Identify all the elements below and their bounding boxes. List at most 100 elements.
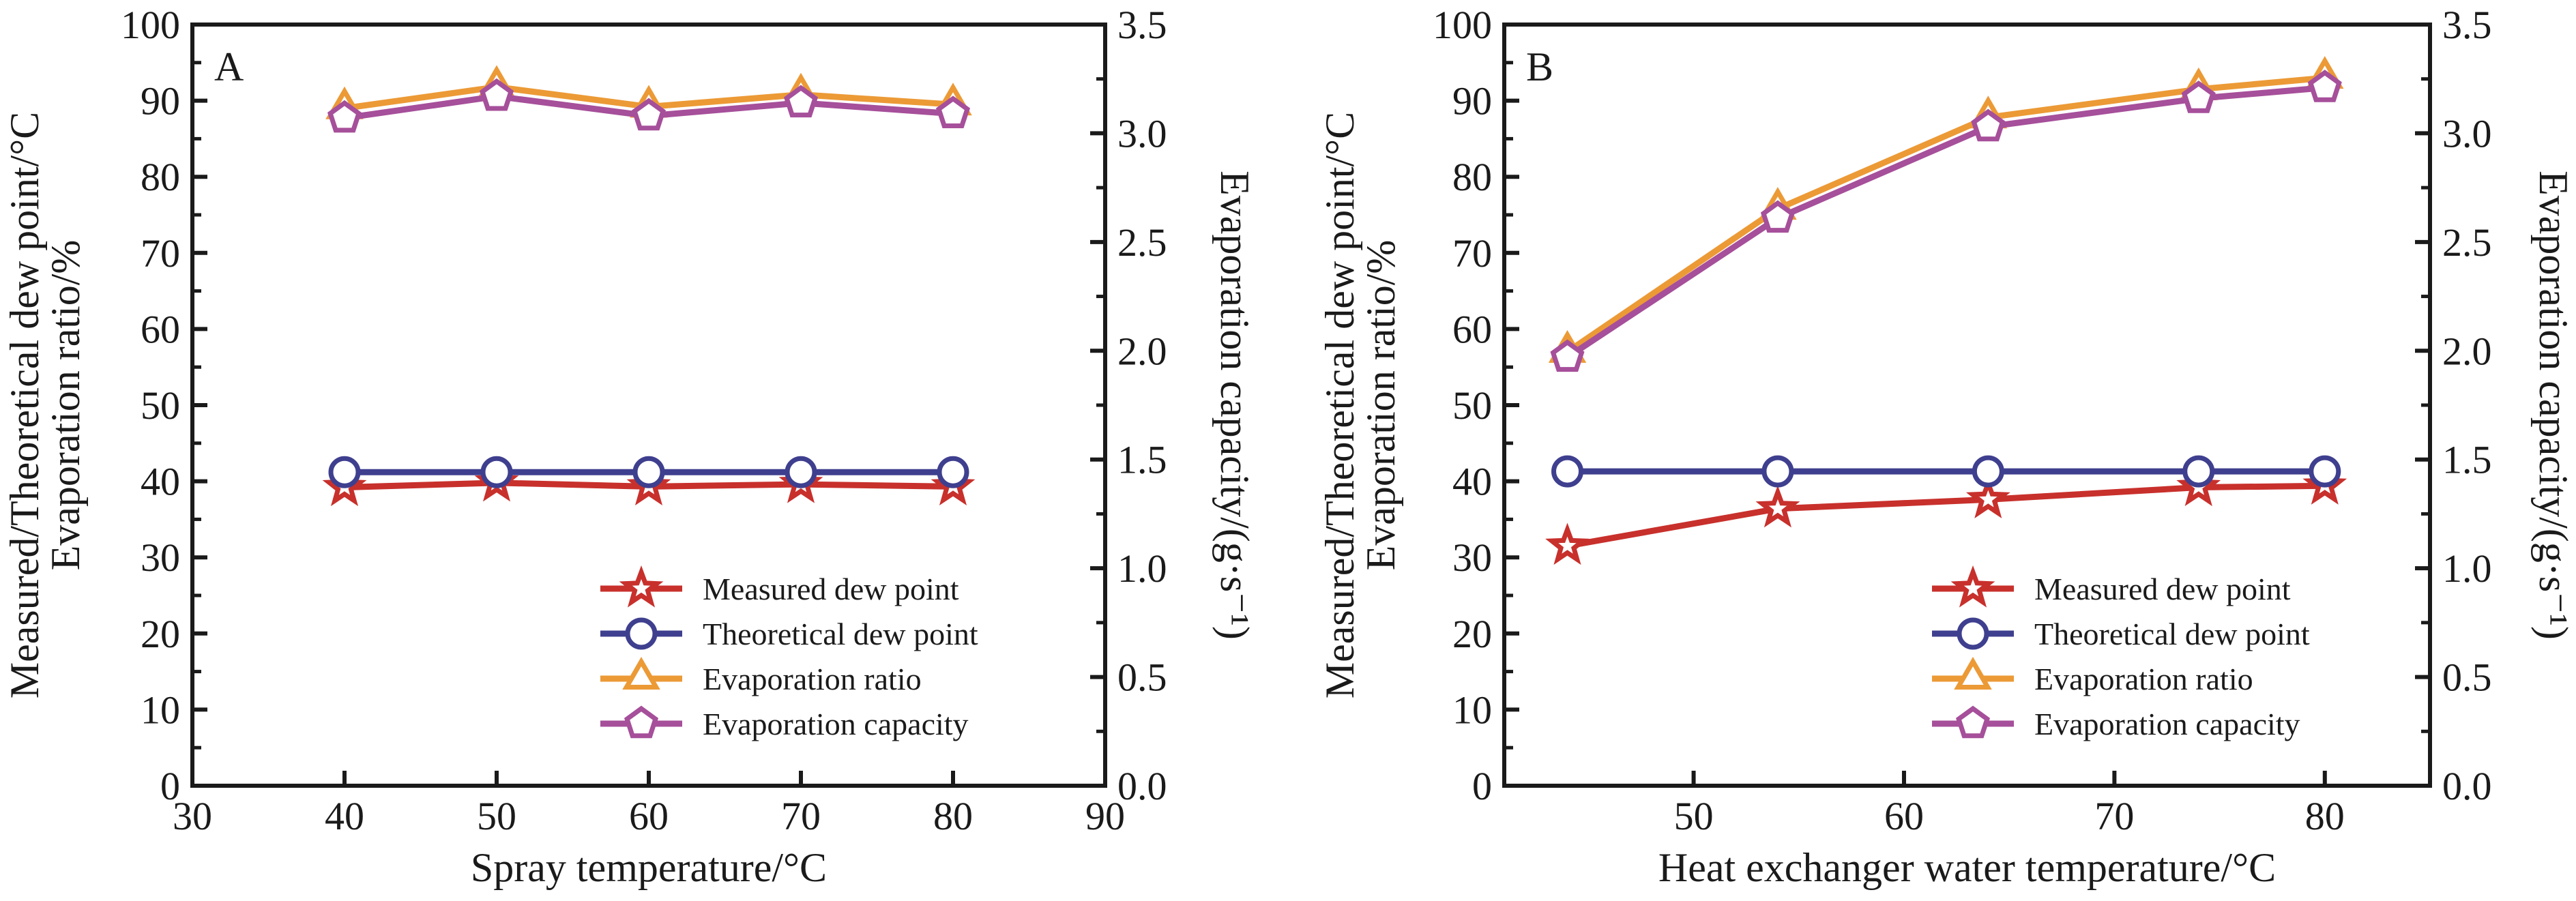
data-point-circle xyxy=(2309,455,2341,488)
data-point-circle xyxy=(1551,455,1584,488)
legend-marker-pentagon xyxy=(624,705,659,739)
data-point-pentagon xyxy=(1760,200,1796,233)
legend-label: Measured dew point xyxy=(2034,572,2291,606)
data-point-pentagon xyxy=(631,98,667,131)
legend: Measured dew point Theoretical dew point E… xyxy=(1932,565,2310,741)
legend-label: Evaporation capacity xyxy=(703,707,969,741)
y-tick-label: 40 xyxy=(1452,460,1492,504)
series-theoretical-dew-point xyxy=(328,456,969,488)
x-tick-label: 90 xyxy=(1085,794,1125,838)
legend-marker-star xyxy=(619,565,664,608)
series-line xyxy=(1565,74,2326,355)
y2-tick-label: 3.5 xyxy=(1117,3,1167,47)
y-tick-label: 0 xyxy=(1472,764,1492,808)
y-tick-label: 100 xyxy=(1433,3,1492,47)
x-axis-title: Spray temperature/°C xyxy=(471,845,827,890)
x-tick-label: 60 xyxy=(629,794,669,838)
y-tick-label: 100 xyxy=(121,3,180,47)
y2-tick-label: 1.0 xyxy=(1117,546,1167,591)
data-point-circle xyxy=(328,456,361,488)
y2-tick-label: 2.0 xyxy=(2442,329,2492,373)
y-tick-label: 60 xyxy=(141,307,180,351)
x-tick-label: 40 xyxy=(325,794,364,838)
legend-label: Theoretical dew point xyxy=(2034,617,2310,651)
y2-tick-label: 2.5 xyxy=(1117,220,1167,265)
y-tick-label: 30 xyxy=(1452,535,1492,580)
x-axis-title: Heat exchanger water temperature/°C xyxy=(1658,845,2276,890)
series-evaporation-capacity xyxy=(327,78,971,133)
y2-tick-label: 1.5 xyxy=(1117,438,1167,482)
y2-tick-label: 3.0 xyxy=(1117,111,1167,156)
legend-label: Evaporation ratio xyxy=(703,662,922,696)
y-tick-label: 50 xyxy=(141,383,180,428)
y2-tick-label: 3.5 xyxy=(2442,3,2492,47)
data-point-star xyxy=(1545,522,1590,565)
x-tick-label: 70 xyxy=(781,794,821,838)
y-tick-label: 30 xyxy=(141,535,180,580)
panel-label: A xyxy=(214,44,244,89)
y2-tick-label: 3.0 xyxy=(2442,111,2492,156)
series-measured-dew-point xyxy=(1545,462,2347,565)
y-tick-label: 0 xyxy=(160,764,180,808)
legend-label: Evaporation capacity xyxy=(2034,707,2300,741)
y-tick-label: 20 xyxy=(1452,612,1492,656)
x-tick-label: 80 xyxy=(933,794,973,838)
data-point-pentagon xyxy=(2181,80,2216,113)
data-point-circle xyxy=(1972,455,2004,488)
data-point-circle xyxy=(785,456,817,488)
y-tick-label: 10 xyxy=(1452,688,1492,732)
data-point-pentagon xyxy=(935,95,971,128)
legend: Measured dew point Theoretical dew point E… xyxy=(600,565,978,741)
y2-tick-label: 0.0 xyxy=(1117,764,1167,808)
series-evaporation-ratio xyxy=(1548,56,2344,363)
y-tick-label: 40 xyxy=(141,460,180,504)
data-point-pentagon xyxy=(479,78,514,111)
y-tick-label: 70 xyxy=(141,231,180,276)
data-point-pentagon xyxy=(327,100,362,133)
legend-marker-pentagon xyxy=(1955,705,1991,739)
x-tick-label: 70 xyxy=(2094,794,2134,838)
legend-marker-circle xyxy=(625,617,658,650)
series-line xyxy=(1566,482,2325,549)
y2-tick-label: 0.0 xyxy=(2442,764,2492,808)
y-tick-label: 50 xyxy=(1452,383,1492,428)
y2-axis-title: Evaporation capacity/(g·s⁻¹) xyxy=(2531,171,2576,640)
data-point-pentagon xyxy=(2307,70,2342,102)
panel-a: 0 10 20 30 40 50 60 70 80 90 100 0.0 0.5 1.0 1.5 2.0 2.5… xyxy=(2,3,1257,890)
data-point-circle xyxy=(480,456,513,488)
series-evaporation-capacity xyxy=(1550,70,2342,372)
x-tick-label: 50 xyxy=(477,794,516,838)
y-tick-label: 10 xyxy=(141,688,180,732)
data-point-star xyxy=(1965,476,2010,518)
series-theoretical-dew-point xyxy=(1551,455,2341,488)
y-axis-title: Evaporation ratio/% xyxy=(43,240,88,571)
panel-b: 0 10 20 30 40 50 60 70 80 90 100 0.0 0.5 1.0 1.5 2.0 2.5… xyxy=(1317,3,2576,890)
data-point-star xyxy=(1755,485,1800,528)
y-axis-title: Evaporation ratio/% xyxy=(1358,240,1403,571)
legend-marker-triangle xyxy=(1954,657,1992,690)
x-tick-label: 60 xyxy=(1884,794,1924,838)
y-tick-label: 80 xyxy=(1452,155,1492,199)
y-tick-label: 20 xyxy=(141,612,180,656)
y-tick-label: 70 xyxy=(1452,231,1492,276)
data-point-circle xyxy=(937,456,969,488)
x-tick-label: 80 xyxy=(2305,794,2345,838)
legend-label: Evaporation ratio xyxy=(2034,662,2253,696)
y2-tick-label: 0.5 xyxy=(1117,655,1167,700)
x-tick-label: 50 xyxy=(1674,794,1714,838)
y2-tick-label: 1.0 xyxy=(2442,546,2492,591)
y-tick-label: 60 xyxy=(1452,307,1492,351)
y-tick-label: 80 xyxy=(141,155,180,199)
legend-marker-circle xyxy=(1957,617,1989,650)
data-point-pentagon xyxy=(1550,339,1585,372)
legend-label: Theoretical dew point xyxy=(703,617,978,651)
data-point-pentagon xyxy=(1971,108,2006,142)
legend-marker-triangle xyxy=(622,657,660,690)
y-tick-label: 90 xyxy=(1452,79,1492,123)
y2-tick-label: 2.0 xyxy=(1117,329,1167,373)
data-point-circle xyxy=(1761,455,1794,488)
x-tick-label: 30 xyxy=(173,794,212,838)
data-point-circle xyxy=(2182,455,2215,488)
